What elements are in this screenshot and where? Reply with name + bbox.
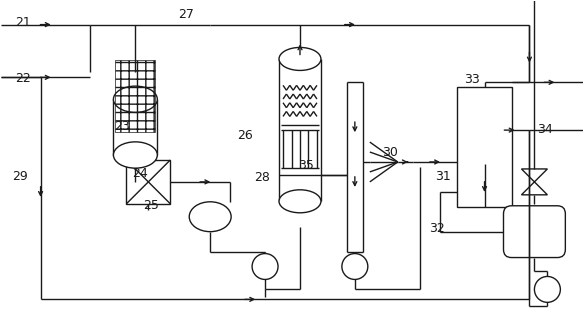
Text: 34: 34 <box>537 123 552 136</box>
Text: 30: 30 <box>383 146 398 159</box>
Text: 24: 24 <box>132 167 148 180</box>
Text: 26: 26 <box>237 129 252 142</box>
Text: 21: 21 <box>15 16 31 29</box>
Circle shape <box>252 254 278 280</box>
Text: 31: 31 <box>434 170 450 183</box>
Bar <box>457 87 512 207</box>
Text: 27: 27 <box>178 8 194 21</box>
Ellipse shape <box>189 202 231 232</box>
Text: 33: 33 <box>464 73 479 86</box>
Text: 29: 29 <box>12 170 28 183</box>
Text: 25: 25 <box>144 199 159 212</box>
Circle shape <box>342 254 368 280</box>
Circle shape <box>534 276 561 302</box>
Text: 28: 28 <box>254 171 270 184</box>
Ellipse shape <box>113 86 157 112</box>
FancyBboxPatch shape <box>503 206 565 257</box>
Bar <box>126 160 171 204</box>
Text: 23: 23 <box>114 120 130 133</box>
Ellipse shape <box>279 47 321 71</box>
Text: 32: 32 <box>429 222 444 236</box>
Text: 22: 22 <box>15 72 31 85</box>
Text: 35: 35 <box>298 159 314 173</box>
Ellipse shape <box>279 190 321 213</box>
Ellipse shape <box>113 142 157 168</box>
